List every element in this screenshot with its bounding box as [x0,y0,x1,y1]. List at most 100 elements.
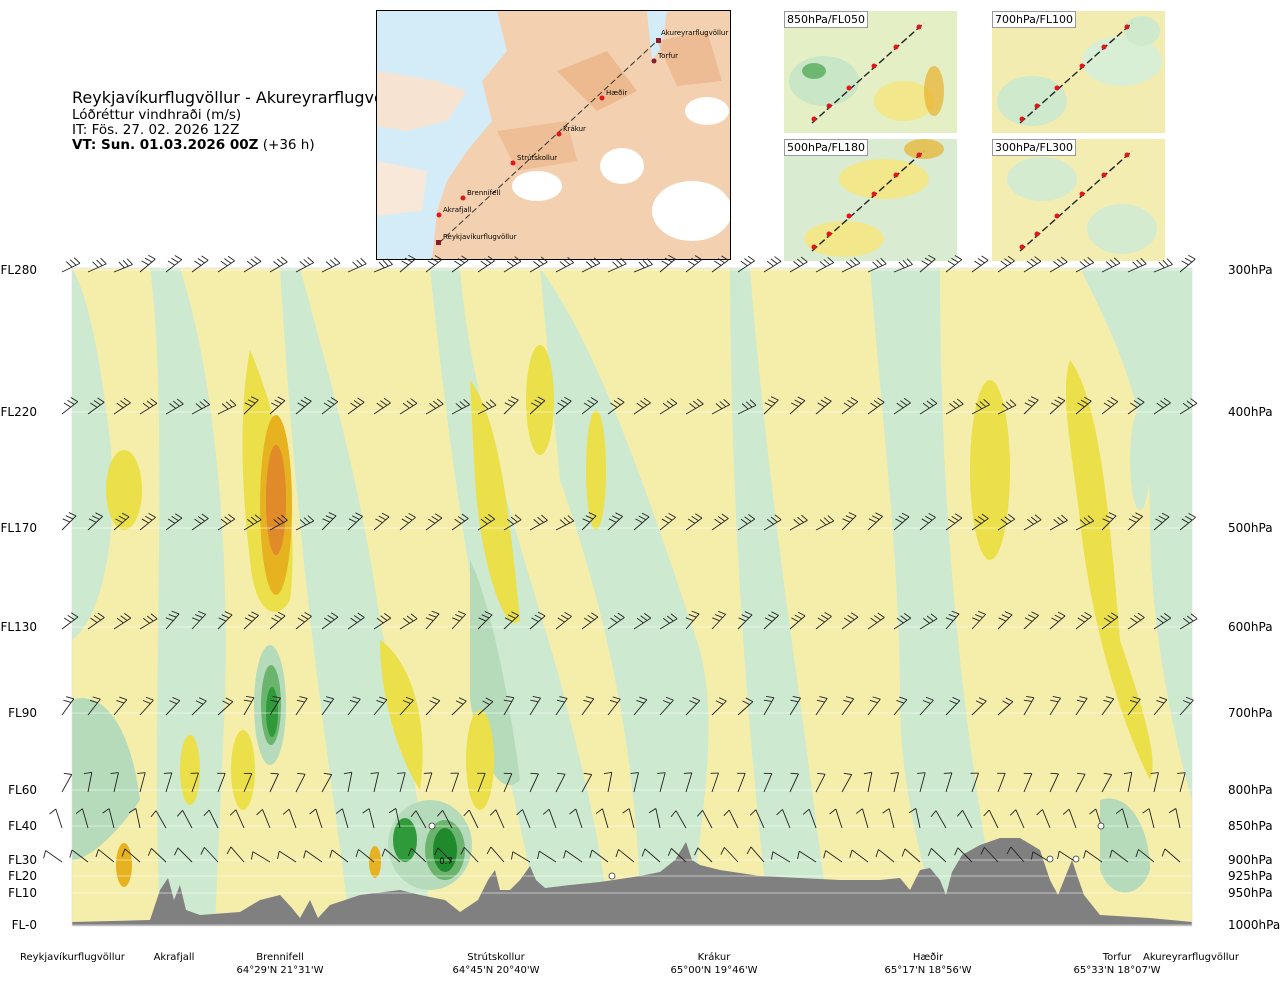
wind-barb [61,696,75,716]
wind-barb [83,771,93,793]
flight-level-label: FL-0 [12,918,37,932]
wind-barb [423,772,433,793]
wind-barb [1101,696,1115,716]
pressure-label: 700hPa [1228,706,1273,720]
wind-barb [229,809,245,829]
wind-barb [815,515,835,531]
wind-barb [815,611,832,630]
wind-barb [863,771,873,793]
pressure-label: 600hPa [1228,620,1273,634]
wind-barb [855,808,869,829]
wind-barb [581,612,599,630]
wind-barb [737,255,755,273]
wind-barb [917,772,926,793]
wind-barb [581,397,599,415]
flight-level-label: FL220 [1,405,38,419]
wind-barb [295,515,315,531]
wind-barb [841,512,857,531]
wind-barb [163,772,173,793]
wind-barb [659,512,676,531]
level-map-850-svg [784,11,957,133]
wind-barb [1023,256,1042,273]
route-map: Akureyrarflugvöllur Torfur Hæðir Krákur … [376,10,731,260]
wind-barb [95,849,115,863]
pressure-axis: 300hPa 400hPa 500hPa 600hPa 700hPa 800hPa 850h… [1228,263,1280,932]
calm-wind-marker [1097,822,1105,830]
wind-barb [102,808,115,829]
wind-barb [1135,849,1155,863]
wind-barb [510,851,531,863]
wind-barb [176,810,193,829]
wind-barb [165,697,181,716]
station-label: Strútskollur [467,951,525,963]
wind-barb [1049,772,1059,793]
wind-barb [789,772,799,793]
wind-barb [589,849,609,863]
wind-barb [1153,696,1168,716]
wind-barb [165,255,183,273]
flight-level-label: FL60 [8,783,37,797]
wind-barb [147,848,167,863]
wind-barb [841,397,859,415]
wind-barb [555,611,572,630]
wind-barb [983,809,999,829]
wind-barb [815,772,826,793]
wind-barb [139,398,158,415]
contour-value-label: 0.7 [439,857,453,867]
wind-barb [295,611,312,630]
wind-barb [685,697,701,716]
wind-barb [477,255,495,273]
wind-barb [711,697,727,716]
wind-barb [399,512,416,531]
wind-barb [1101,612,1119,630]
wind-barb [425,255,443,273]
wind-barb [829,808,843,829]
wind-barb [607,612,625,630]
station-label: Reykjavíkurflugvöllur [20,951,126,963]
wind-barb [1127,696,1141,716]
wind-barb [277,850,297,863]
wind-barb [919,254,936,273]
wind-barb [1075,696,1088,716]
wind-barb [867,696,881,716]
wind-barb [503,256,522,273]
wind-barb [295,696,308,716]
wind-barb [1023,772,1033,793]
wind-barb [61,612,79,630]
pressure-label: 400hPa [1228,405,1273,419]
route-title: Reykjavíkurflugvöllur - Akureyrarflugvöl… [72,88,410,107]
wind-barb [303,850,323,863]
wind-barb [789,396,806,415]
wind-barb [737,697,754,716]
wind-barb [1177,772,1186,793]
wind-barb [997,697,1014,716]
level-map-label: 500hPa/FL180 [784,139,869,156]
flight-level-label: FL280 [1,263,38,277]
wind-barb [581,696,595,716]
wind-barb [529,256,548,273]
wind-barb [867,612,885,630]
wind-barb [1153,397,1171,415]
wind-barb [321,257,341,273]
wind-barb [451,513,469,531]
wind-barb [815,696,828,716]
wind-barb [694,847,713,863]
wind-barb [217,611,233,630]
wind-barb [190,772,199,793]
wind-barb [1049,611,1066,630]
wind-barb [1075,396,1092,415]
flight-level-label: FL170 [1,521,38,535]
wind-barb [927,848,947,863]
map-label-akrafjall: Akrafjall [443,206,472,214]
wind-barb [737,514,756,531]
wind-barb [737,611,753,630]
wind-barb [763,514,782,531]
wind-barb [243,611,259,630]
wind-barb [529,396,546,415]
wind-barb [737,772,746,793]
flight-level-label: FL40 [8,819,37,833]
wind-barb [1109,849,1129,863]
wind-barb [1023,695,1035,716]
wind-barb [217,772,226,793]
